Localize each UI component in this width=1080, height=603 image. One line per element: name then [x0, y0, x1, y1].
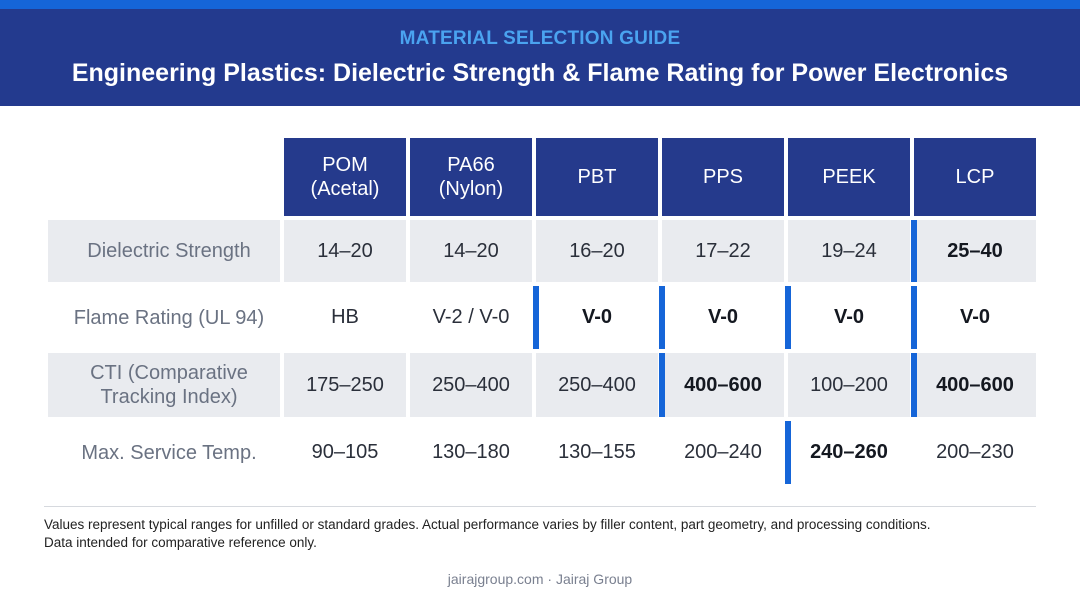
- column-header-pps: PPS: [662, 138, 784, 216]
- column-header-pom: POM (Acetal): [284, 138, 406, 216]
- row-label-text: Dielectric Strength: [87, 240, 251, 262]
- table-cell: 130–155: [536, 421, 658, 484]
- column-name: PBT: [577, 166, 617, 188]
- table-cell: 25–40: [911, 220, 1036, 282]
- eyebrow-label: MATERIAL SELECTION GUIDE: [399, 28, 681, 49]
- column-header-peek: PEEK: [788, 138, 910, 216]
- table-cell: 200–230: [914, 421, 1036, 484]
- table-cell: 400–600: [911, 353, 1036, 417]
- table-cell: V-0: [785, 286, 910, 349]
- table-cell: 200–240: [662, 421, 784, 484]
- footer-separator: ·: [547, 571, 553, 587]
- row-label: Max. Service Temp.: [48, 421, 280, 484]
- footnote-divider: [44, 506, 1036, 507]
- table-row-dielectric-strength: Dielectric Strength 14–20 14–20 16–20 17…: [48, 220, 1036, 282]
- row-label: Flame Rating (UL 94): [48, 286, 280, 349]
- row-label-text: Max. Service Temp.: [81, 441, 257, 464]
- table-row-max-service-temp: Max. Service Temp. 90–105 130–180 130–15…: [48, 421, 1036, 484]
- table-cell: 16–20: [536, 220, 658, 282]
- footer-site: jairajgroup.com: [447, 571, 544, 587]
- comparison-table: POM (Acetal) PA66 (Nylon) PBT PPS PEEK LCP…: [44, 134, 1040, 488]
- column-name: POM: [322, 154, 368, 176]
- column-header-pbt: PBT: [536, 138, 658, 216]
- column-subname: (Acetal): [310, 178, 380, 200]
- table-cell: V-0: [533, 286, 658, 349]
- table-cell: 17–22: [662, 220, 784, 282]
- table-corner: [48, 138, 280, 216]
- column-header-pa66: PA66 (Nylon): [410, 138, 532, 216]
- header-banner: MATERIAL SELECTION GUIDE Engineering Pla…: [0, 9, 1080, 106]
- page-title: Engineering Plastics: Dielectric Strengt…: [71, 59, 1009, 87]
- table-cell: V-0: [659, 286, 784, 349]
- top-accent-strip: [0, 0, 1080, 9]
- table-cell: 175–250: [284, 353, 406, 417]
- row-label: Dielectric Strength: [48, 220, 280, 282]
- column-subname: (Nylon): [438, 178, 504, 200]
- column-header-lcp: LCP: [914, 138, 1036, 216]
- table-cell: V-2 / V-0: [410, 286, 532, 349]
- row-label-text: CTI (Comparative: [90, 362, 248, 384]
- row-label-text-line2: Tracking Index): [100, 386, 238, 408]
- table-cell: 19–24: [788, 220, 910, 282]
- column-name: PEEK: [822, 166, 876, 188]
- table-cell: 400–600: [659, 353, 784, 417]
- footnote-line-2: Data intended for comparative reference …: [44, 535, 317, 550]
- footnote: Values represent typical ranges for unfi…: [44, 516, 1036, 552]
- table-cell: 100–200: [788, 353, 910, 417]
- row-label: CTI (Comparative Tracking Index): [48, 353, 280, 417]
- table-header-row: POM (Acetal) PA66 (Nylon) PBT PPS PEEK LCP: [48, 138, 1036, 216]
- table-cell: 14–20: [410, 220, 532, 282]
- column-name: LCP: [955, 166, 995, 188]
- column-name: PPS: [702, 166, 744, 188]
- table-cell: 90–105: [284, 421, 406, 484]
- table-cell: 240–260: [785, 421, 910, 484]
- table-cell: V-0: [911, 286, 1036, 349]
- table-cell: 250–400: [536, 353, 658, 417]
- table-cell: 250–400: [410, 353, 532, 417]
- column-name: PA66: [447, 154, 495, 176]
- row-label-text: Flame Rating (UL 94): [73, 306, 265, 329]
- table-cell: 130–180: [410, 421, 532, 484]
- table-row-flame-rating: Flame Rating (UL 94) HB V-2 / V-0 V-0 V-…: [48, 286, 1036, 349]
- table-cell: HB: [284, 286, 406, 349]
- footer-credit: jairajgroup.com · Jairaj Group: [0, 571, 1080, 587]
- table-cell: 14–20: [284, 220, 406, 282]
- table-row-cti: CTI (Comparative Tracking Index) 175–250 …: [48, 353, 1036, 417]
- footer-brand: Jairaj Group: [555, 571, 633, 587]
- footnote-line-1: Values represent typical ranges for unfi…: [44, 517, 931, 532]
